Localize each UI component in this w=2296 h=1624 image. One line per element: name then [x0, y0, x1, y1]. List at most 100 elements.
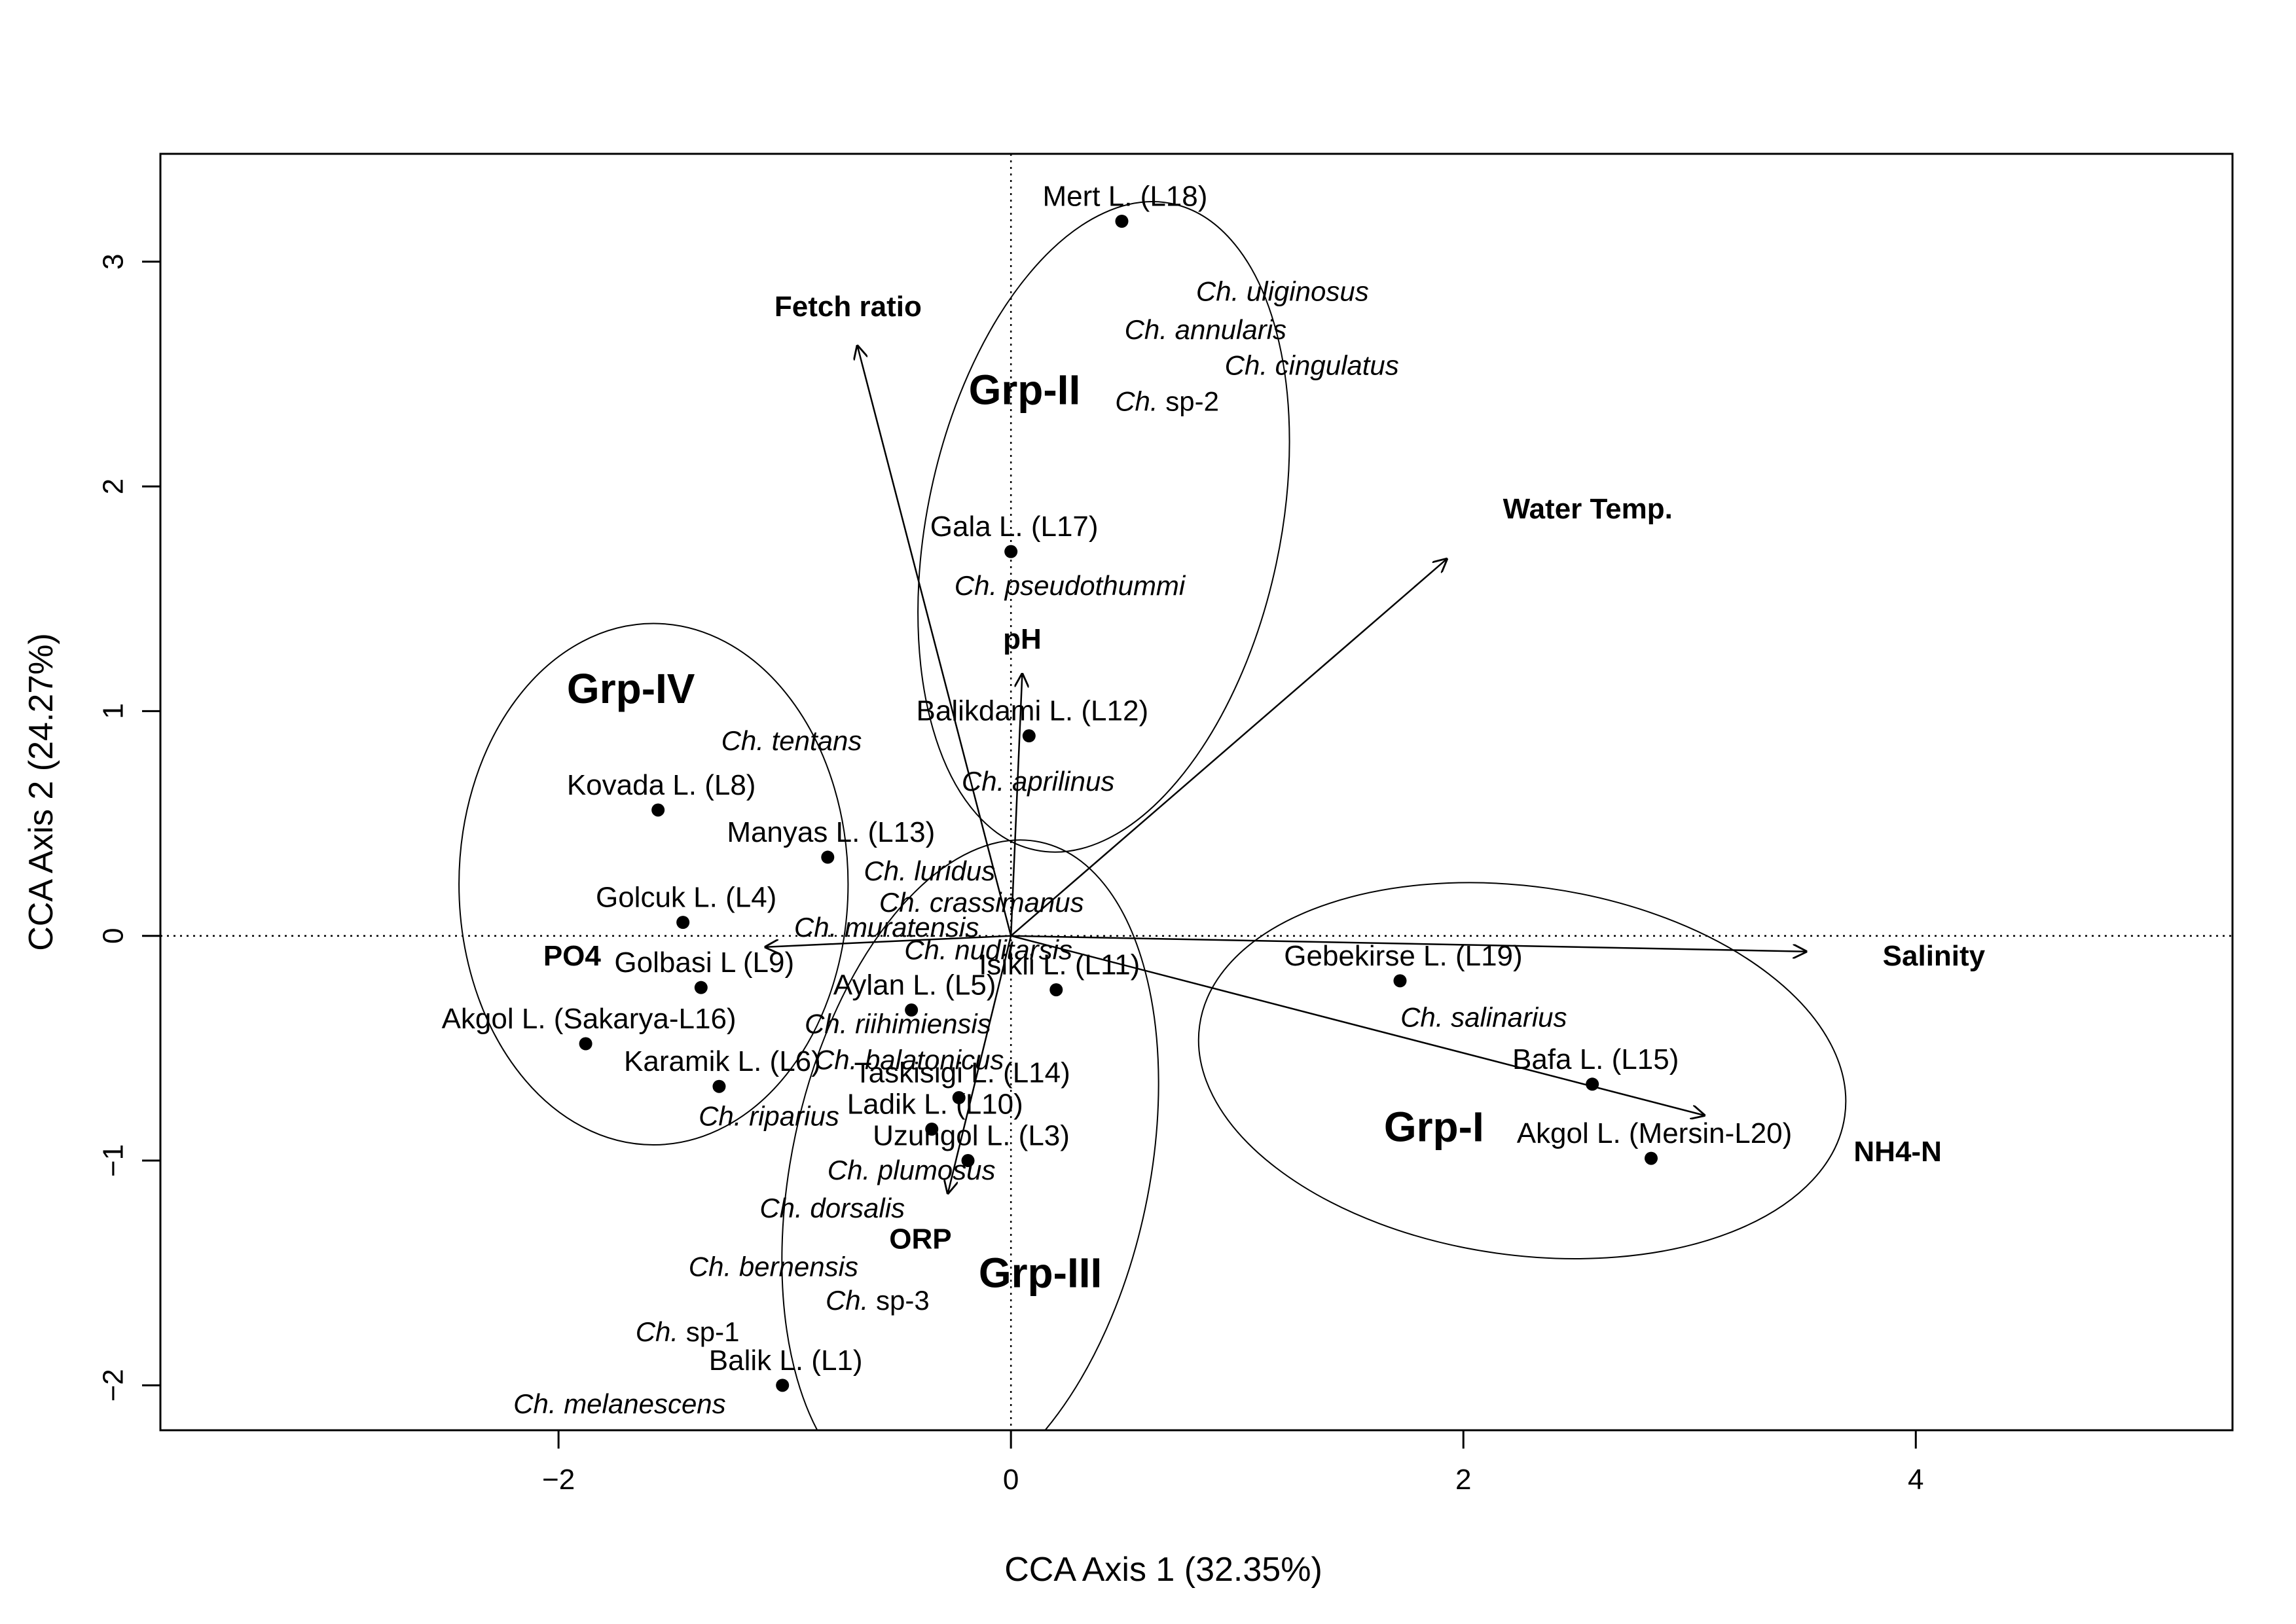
env-vector-label: PO4	[543, 940, 602, 972]
env-vector-arrow	[947, 935, 1012, 1195]
env-vector-arrow	[1010, 558, 1448, 937]
site-point	[694, 981, 708, 994]
species-genus: Ch.	[864, 856, 914, 886]
group-ellipse	[458, 623, 849, 1146]
site-label: Akgol L. (Mersin-L20)	[1517, 1117, 1793, 1149]
site-label: Ladik L. (L10)	[847, 1088, 1023, 1120]
site-point	[821, 850, 835, 864]
species-epithet: sp-1	[686, 1316, 740, 1346]
group-labels: Grp-I Grp-II Grp-III Grp-IV	[567, 366, 1484, 1296]
site-label: Mert L. (L18)	[1043, 180, 1208, 212]
site-point	[1115, 214, 1129, 228]
species-label: Ch. luridus	[864, 856, 995, 886]
species-genus: Ch.	[904, 934, 955, 965]
species-label: Ch. aprilinus	[962, 765, 1114, 796]
site-points: Mert L. (L18) Gala L. (L17) Balikdami L. (…	[442, 180, 1793, 1392]
site-label: Gala L. (L17)	[930, 511, 1099, 543]
species-epithet: tentans	[772, 725, 862, 756]
species-label: Ch. bernensis	[689, 1251, 858, 1282]
species-genus: Ch.	[1196, 276, 1247, 306]
site-point	[1393, 974, 1407, 988]
reference-lines	[160, 154, 2232, 1430]
site-point	[925, 1122, 939, 1136]
site-label: Balik L. (L1)	[709, 1344, 863, 1377]
species-epithet: sp-3	[876, 1284, 930, 1315]
group-ellipse	[917, 201, 1290, 853]
species-epithet: bernensis	[739, 1251, 858, 1282]
env-vector-arrow	[765, 935, 1011, 947]
species-genus: Ch.	[794, 911, 845, 942]
species-epithet: annularis	[1175, 314, 1286, 344]
site-point	[961, 1154, 975, 1168]
species-label: Ch. dorsalis	[759, 1193, 905, 1223]
site-label: Golcuk L. (L4)	[596, 882, 776, 914]
species-epithet: dorsalis	[810, 1193, 905, 1223]
species-epithet: riihimiensis	[855, 1008, 991, 1039]
site-label: Aylan L. (L5)	[833, 969, 996, 1001]
species-genus: Ch.	[814, 1044, 865, 1075]
x-axis-title: CCA Axis 1 (32.35%)	[1004, 1551, 1322, 1589]
site-point	[905, 1003, 919, 1017]
group-ellipses	[458, 201, 1847, 1430]
x-tick-label: 4	[1908, 1464, 1923, 1496]
site-label: Balikdami L. (L12)	[917, 695, 1149, 727]
axes: −2 0 2 4 −2 −1 0 1 2 3	[98, 153, 2234, 1496]
species-genus: Ch.	[1115, 386, 1165, 416]
site-point	[1645, 1151, 1658, 1165]
site-point	[1004, 545, 1018, 558]
species-epithet: plumosus	[877, 1154, 996, 1185]
species-genus: Ch.	[879, 887, 930, 918]
species-label: Ch. tentans	[721, 725, 862, 756]
site-point	[651, 803, 665, 817]
species-label: Ch. sp-1	[636, 1316, 740, 1346]
env-vector-label: pH	[1003, 623, 1042, 655]
site-label: Uzungol L. (L3)	[873, 1120, 1070, 1152]
species-label: Ch. cingulatus	[1225, 350, 1399, 380]
env-vector-arrow	[1010, 673, 1022, 936]
y-tick-label: −1	[98, 1144, 130, 1177]
group-label: Grp-I	[1384, 1104, 1484, 1151]
group-ellipse	[781, 839, 1159, 1430]
species-epithet: salinarius	[1451, 1001, 1567, 1032]
env-vector-label: NH4-N	[1853, 1136, 1941, 1168]
species-label: Ch. annularis	[1125, 314, 1286, 344]
y-tick-label: 0	[98, 928, 130, 943]
species-epithet: crassimanus	[930, 887, 1084, 918]
site-point	[712, 1079, 726, 1093]
species-epithet: nuditarsis	[955, 934, 1072, 965]
site-label: Manyas L. (L13)	[727, 816, 935, 848]
species-epithet: pseudothummi	[1004, 570, 1186, 601]
env-vector-arrow	[857, 345, 1012, 937]
species-label: Ch. sp-2	[1115, 386, 1219, 416]
species-label: Ch. muratensis	[794, 911, 979, 942]
site-label: Gebekirse L. (L19)	[1284, 940, 1522, 972]
species-label: Ch. uliginosus	[1196, 276, 1369, 306]
species-label: Ch. sp-3	[826, 1284, 930, 1315]
site-label: Taskisigi L. (L14)	[854, 1056, 1070, 1089]
species-label: Ch. nuditarsis	[904, 934, 1072, 965]
species-epithet: cingulatus	[1275, 350, 1399, 380]
species-label: Ch. plumosus	[828, 1154, 996, 1185]
species-label: Ch. melanescens	[513, 1388, 726, 1418]
species-genus: Ch.	[828, 1154, 878, 1185]
species-genus: Ch.	[699, 1100, 749, 1131]
env-vector-label: ORP	[889, 1223, 951, 1255]
species-epithet: uliginosus	[1247, 276, 1369, 306]
site-label: Isikli L. (L11)	[979, 949, 1140, 981]
species-genus: Ch.	[962, 765, 1012, 796]
y-tick-label: 1	[98, 703, 130, 719]
species-epithet: melanescens	[564, 1388, 725, 1418]
site-point	[1049, 983, 1063, 997]
species-genus: Ch.	[759, 1193, 810, 1223]
species-label: Ch. salinarius	[1400, 1001, 1567, 1032]
environmental-vectors: Fetch ratio Water Temp. pH PO4 Salinity ORP NH…	[543, 291, 1986, 1255]
species-epithet: muratensis	[845, 911, 979, 942]
group-label: Grp-III	[979, 1250, 1102, 1297]
species-genus: Ch.	[513, 1388, 564, 1418]
species-epithet: luridus	[914, 856, 995, 886]
site-point	[579, 1037, 592, 1051]
species-genus: Ch.	[721, 725, 772, 756]
species-genus: Ch.	[1225, 350, 1275, 380]
